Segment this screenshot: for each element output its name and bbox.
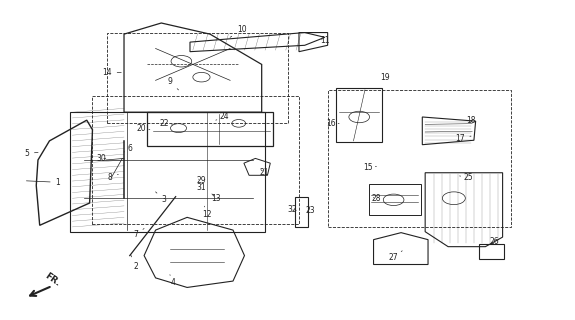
Text: 30: 30 [96, 154, 106, 163]
Text: 9: 9 [167, 77, 178, 90]
Text: 8: 8 [108, 173, 118, 182]
Text: 12: 12 [202, 206, 212, 219]
Text: 4: 4 [170, 275, 175, 287]
Text: 20: 20 [136, 124, 150, 132]
Text: 3: 3 [156, 192, 167, 204]
Text: 13: 13 [211, 194, 221, 203]
Text: FR.: FR. [43, 271, 62, 288]
Text: 21: 21 [260, 168, 269, 177]
Text: 11: 11 [320, 36, 329, 45]
Text: 10: 10 [230, 25, 247, 37]
Text: 27: 27 [389, 251, 402, 262]
Text: 26: 26 [489, 237, 499, 246]
Text: 31: 31 [197, 183, 206, 192]
Text: 28: 28 [371, 194, 381, 203]
Text: 17: 17 [455, 134, 471, 143]
Text: 6: 6 [124, 144, 132, 153]
Text: 23: 23 [306, 206, 315, 215]
Text: 25: 25 [459, 173, 473, 182]
Text: 29: 29 [197, 176, 206, 185]
Text: 5: 5 [24, 149, 38, 158]
Text: 22: 22 [159, 119, 172, 128]
Text: 7: 7 [133, 228, 144, 239]
Text: 1: 1 [26, 178, 60, 187]
Text: 14: 14 [102, 68, 121, 77]
Text: 15: 15 [363, 164, 377, 172]
Text: 19: 19 [380, 73, 390, 82]
Text: 32: 32 [288, 205, 297, 214]
Text: 18: 18 [466, 116, 476, 125]
Text: 24: 24 [216, 113, 229, 122]
Text: 2: 2 [131, 255, 138, 271]
Text: 16: 16 [325, 119, 339, 128]
